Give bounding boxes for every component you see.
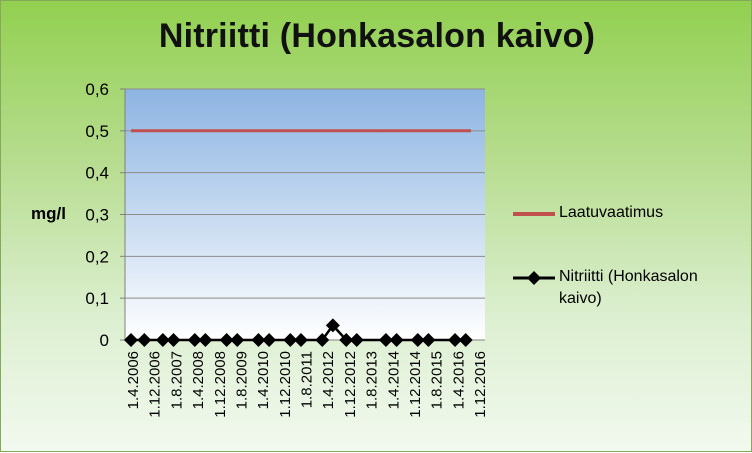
x-tick-label: 1.8.2011 xyxy=(299,351,316,408)
data-point xyxy=(230,333,245,347)
y-tick-label: 0,6 xyxy=(85,80,109,99)
y-tick-label: 0,4 xyxy=(85,164,109,183)
y-tick-label: 0,5 xyxy=(85,122,109,141)
data-point xyxy=(410,333,425,347)
data-point xyxy=(124,333,138,347)
legend-label-laatuvaatimus: Laatuvaatimus xyxy=(559,204,664,221)
x-tick-label: 1.12.2006 xyxy=(147,351,164,418)
x-tick-label: 1.4.2012 xyxy=(320,351,337,409)
data-point xyxy=(187,333,202,347)
x-tick-label: 1.8.2013 xyxy=(364,351,381,409)
x-tick-label: 1.8.2015 xyxy=(429,351,446,409)
data-point xyxy=(219,333,234,347)
y-tick-label: 0 xyxy=(100,331,109,350)
x-tick-label: 1.12.2014 xyxy=(407,351,424,418)
y-tick-label: 0,2 xyxy=(85,247,109,266)
x-tick-label: 1.4.2016 xyxy=(450,351,467,409)
x-tick-label: 1.8.2007 xyxy=(168,351,185,409)
legend-entry-laatuvaatimus: Laatuvaatimus xyxy=(511,201,731,227)
legend-line-nitriitti xyxy=(513,271,555,285)
x-tick-label: 1.12.2008 xyxy=(212,351,229,418)
data-point xyxy=(378,333,393,347)
x-tick-label: 1.4.2008 xyxy=(190,351,207,409)
x-tick-label: 1.4.2010 xyxy=(255,351,272,409)
data-point xyxy=(293,333,308,347)
x-tick-label: 1.12.2010 xyxy=(277,351,294,418)
legend-entry-nitriitti: Nitriitti (Honkasalon kaivo) xyxy=(511,263,741,315)
x-tick-label: 1.8.2009 xyxy=(233,351,250,409)
data-point xyxy=(325,318,340,333)
data-point xyxy=(315,333,330,347)
x-tick-label: 1.4.2006 xyxy=(125,351,142,409)
x-tick-label: 1.12.2012 xyxy=(342,351,359,418)
y-axis-label: mg/l xyxy=(31,204,66,223)
data-point xyxy=(137,333,152,347)
data-point xyxy=(339,333,354,347)
data-point xyxy=(262,333,277,347)
data-point xyxy=(251,333,266,347)
data-point xyxy=(389,333,404,347)
x-tick-label: 1.12.2016 xyxy=(472,351,489,418)
legend-label-nitriitti: Nitriitti (Honkasalon kaivo) xyxy=(559,268,698,307)
data-point xyxy=(448,333,463,347)
data-point xyxy=(349,333,364,347)
data-point xyxy=(155,333,170,347)
x-tick-label: 1.4.2014 xyxy=(385,351,402,409)
y-tick-label: 0,1 xyxy=(85,289,109,308)
legend-line-laatuvaatimus xyxy=(513,212,555,216)
data-point xyxy=(283,333,298,347)
y-tick-label: 0,3 xyxy=(85,206,109,225)
data-point xyxy=(421,333,436,347)
chart-title: Nitriitti (Honkasalon kaivo) xyxy=(158,17,596,55)
data-point xyxy=(458,333,473,347)
data-point xyxy=(166,333,181,347)
data-point xyxy=(198,333,213,347)
